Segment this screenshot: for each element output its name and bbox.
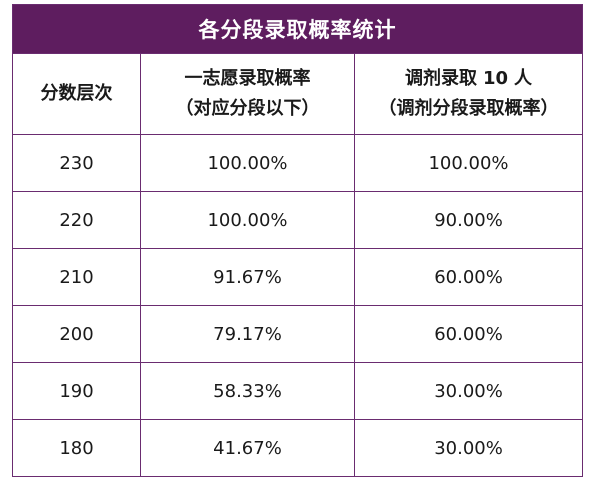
table-title: 各分段录取概率统计 — [11, 4, 584, 54]
adjust-cell: 90.00% — [353, 191, 584, 249]
title-row: 各分段录取概率统计 — [11, 4, 584, 54]
score-cell: 230 — [12, 134, 141, 192]
table-row: 200 79.17% 60.00% — [12, 305, 584, 363]
adjust-cell: 30.00% — [353, 419, 584, 477]
header-row: 分数层次 一志愿录取概率 （对应分段以下） 调剂录取 10 人 （调剂分段录取概率） — [12, 53, 584, 135]
score-cell: 190 — [12, 362, 141, 420]
header-adjustment-line1: 调剂录取 10 人 — [355, 64, 582, 94]
adjust-cell: 30.00% — [353, 362, 584, 420]
table-row: 190 58.33% 30.00% — [12, 362, 584, 420]
header-first-choice-line1: 一志愿录取概率 — [184, 68, 311, 89]
adjust-cell: 60.00% — [353, 248, 584, 306]
adjust-cell: 60.00% — [353, 305, 584, 363]
adjust-cell: 100.00% — [353, 134, 584, 192]
score-cell: 200 — [12, 305, 141, 363]
first-choice-cell: 100.00% — [140, 191, 355, 249]
header-first-choice-line2: （对应分段以下） — [175, 98, 320, 119]
table-row: 180 41.67% 30.00% — [12, 419, 584, 477]
header-adjustment-line2: （调剂分段录取概率） — [378, 98, 559, 119]
header-score-level: 分数层次 — [12, 53, 141, 135]
header-adjustment-number: 10 — [482, 68, 509, 89]
table-row: 210 91.67% 60.00% — [12, 248, 584, 306]
first-choice-cell: 91.67% — [140, 248, 355, 306]
first-choice-cell: 41.67% — [140, 419, 355, 477]
first-choice-cell: 79.17% — [140, 305, 355, 363]
first-choice-cell: 100.00% — [140, 134, 355, 192]
header-adjustment: 调剂录取 10 人 （调剂分段录取概率） — [353, 53, 584, 135]
score-cell: 220 — [12, 191, 141, 249]
score-cell: 180 — [12, 419, 141, 477]
table-row: 220 100.00% 90.00% — [12, 191, 584, 249]
header-adjustment-prefix: 调剂录取 — [404, 68, 477, 89]
admission-probability-table: 各分段录取概率统计 分数层次 一志愿录取概率 （对应分段以下） 调剂录取 10 人 … — [11, 4, 584, 477]
table-row: 230 100.00% 100.00% — [12, 134, 584, 192]
header-first-choice: 一志愿录取概率 （对应分段以下） — [140, 53, 355, 135]
first-choice-cell: 58.33% — [140, 362, 355, 420]
score-cell: 210 — [12, 248, 141, 306]
header-adjustment-suffix: 人 — [514, 68, 533, 89]
